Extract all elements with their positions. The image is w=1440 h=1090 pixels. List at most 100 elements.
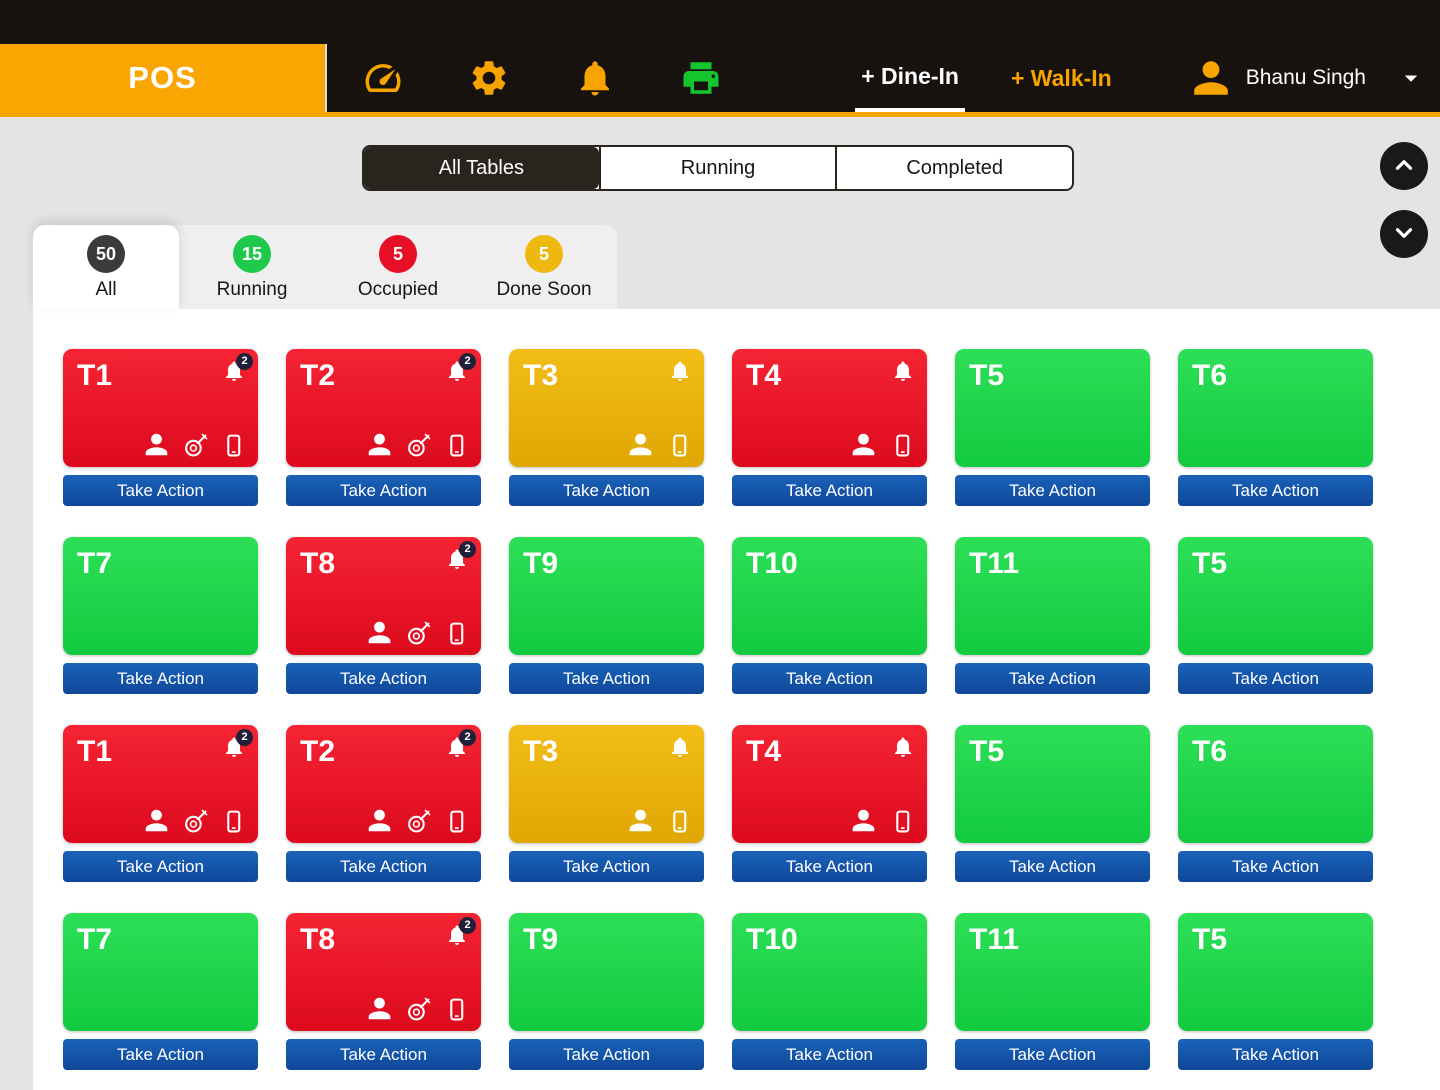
take-action-button[interactable]: Take Action xyxy=(509,1039,704,1070)
take-action-button[interactable]: Take Action xyxy=(63,851,258,882)
table-card[interactable]: T5 xyxy=(955,349,1150,467)
waiter-icon xyxy=(850,431,877,458)
table-card[interactable]: T9 xyxy=(509,913,704,1031)
take-action-button[interactable]: Take Action xyxy=(1178,1039,1373,1070)
table-name: T3 xyxy=(523,359,559,392)
phone-icon xyxy=(221,809,246,834)
take-action-button[interactable]: Take Action xyxy=(955,1039,1150,1070)
take-action-button[interactable]: Take Action xyxy=(286,663,481,694)
take-action-button[interactable]: Take Action xyxy=(732,475,927,506)
table-card[interactable]: T4 xyxy=(732,349,927,467)
table-card[interactable]: T1 2 xyxy=(63,725,258,843)
filter-strip: 50 All 15 Running 5 Occupied 5 Done Soon xyxy=(33,225,617,309)
settings-gear-icon[interactable] xyxy=(468,57,510,99)
take-action-button[interactable]: Take Action xyxy=(509,475,704,506)
card-icons xyxy=(627,431,692,458)
take-action-button[interactable]: Take Action xyxy=(286,475,481,506)
bell-count-badge: 2 xyxy=(236,353,253,370)
table-card[interactable]: T3 xyxy=(509,725,704,843)
table-cell: T3 Take Action xyxy=(509,349,704,506)
dine-in-button[interactable]: + Dine-In xyxy=(855,44,965,112)
filter-chip-all[interactable]: 50 All xyxy=(33,225,179,309)
table-card[interactable]: T7 xyxy=(63,537,258,655)
pos-brand[interactable]: POS xyxy=(0,44,325,112)
bell-count-badge: 2 xyxy=(459,541,476,558)
printer-icon[interactable] xyxy=(680,57,722,99)
table-card[interactable]: T11 xyxy=(955,537,1150,655)
table-name: T5 xyxy=(1192,547,1228,580)
bell-icon xyxy=(891,735,915,759)
user-menu[interactable]: Bhanu Singh xyxy=(1190,57,1426,99)
table-card[interactable]: T10 xyxy=(732,537,927,655)
filter-label: Running xyxy=(216,279,288,300)
table-name: T7 xyxy=(77,923,113,956)
walk-in-button[interactable]: + Walk-In xyxy=(1010,64,1112,91)
table-card[interactable]: T3 xyxy=(509,349,704,467)
table-card[interactable]: T5 xyxy=(1178,913,1373,1031)
table-name: T4 xyxy=(746,735,782,768)
table-name: T11 xyxy=(969,923,1020,956)
table-card[interactable]: T5 xyxy=(955,725,1150,843)
scroll-down-button[interactable] xyxy=(1380,210,1428,258)
take-action-button[interactable]: Take Action xyxy=(63,663,258,694)
bell-count-badge: 2 xyxy=(236,729,253,746)
notifications-bell-icon[interactable] xyxy=(574,57,616,99)
take-action-button[interactable]: Take Action xyxy=(286,851,481,882)
take-action-button[interactable]: Take Action xyxy=(1178,475,1373,506)
take-action-button[interactable]: Take Action xyxy=(63,475,258,506)
card-icons xyxy=(366,431,469,458)
top-bar: POS + Dine-In + Walk-In Bhanu Singh xyxy=(0,0,1440,117)
bell-icon xyxy=(668,735,692,759)
filter-chip-running[interactable]: 15 Running xyxy=(179,225,325,309)
take-action-button[interactable]: Take Action xyxy=(955,475,1150,506)
dashboard-gauge-icon[interactable] xyxy=(362,57,404,99)
table-card[interactable]: T4 xyxy=(732,725,927,843)
table-name: T6 xyxy=(1192,735,1228,768)
table-cell: T6 Take Action xyxy=(1178,349,1373,506)
take-action-button[interactable]: Take Action xyxy=(732,663,927,694)
phone-icon xyxy=(667,809,692,834)
scroll-up-button[interactable] xyxy=(1380,142,1428,190)
table-card[interactable]: T11 xyxy=(955,913,1150,1031)
table-cell: T7 Take Action xyxy=(63,913,258,1070)
dish-icon xyxy=(406,433,431,458)
table-card[interactable]: T8 2 xyxy=(286,913,481,1031)
table-cell: T2 2 Take Action xyxy=(286,725,481,882)
take-action-button[interactable]: Take Action xyxy=(286,1039,481,1070)
take-action-button[interactable]: Take Action xyxy=(509,663,704,694)
table-card[interactable]: T6 xyxy=(1178,349,1373,467)
tab-running[interactable]: Running xyxy=(598,147,836,189)
table-card[interactable]: T1 2 xyxy=(63,349,258,467)
table-card[interactable]: T8 2 xyxy=(286,537,481,655)
table-cell: T2 2 Take Action xyxy=(286,349,481,506)
take-action-button[interactable]: Take Action xyxy=(509,851,704,882)
filter-count-badge: 5 xyxy=(379,235,417,273)
card-icons xyxy=(143,807,246,834)
tab-all-tables[interactable]: All Tables xyxy=(364,147,599,189)
chevron-up-icon xyxy=(1391,152,1417,181)
table-card[interactable]: T6 xyxy=(1178,725,1373,843)
tab-completed[interactable]: Completed xyxy=(835,147,1072,189)
table-name: T8 xyxy=(300,923,336,956)
phone-icon xyxy=(221,433,246,458)
table-card[interactable]: T2 2 xyxy=(286,349,481,467)
table-card[interactable]: T9 xyxy=(509,537,704,655)
table-card[interactable]: T2 2 xyxy=(286,725,481,843)
take-action-button[interactable]: Take Action xyxy=(732,1039,927,1070)
take-action-button[interactable]: Take Action xyxy=(63,1039,258,1070)
card-icons xyxy=(366,619,469,646)
filter-chip-occupied[interactable]: 5 Occupied xyxy=(325,225,471,309)
take-action-button[interactable]: Take Action xyxy=(1178,663,1373,694)
dish-icon xyxy=(406,997,431,1022)
bell-icon: 2 xyxy=(445,729,476,759)
filter-count-badge: 15 xyxy=(233,235,271,273)
table-card[interactable]: T7 xyxy=(63,913,258,1031)
take-action-button[interactable]: Take Action xyxy=(955,663,1150,694)
table-name: T9 xyxy=(523,923,559,956)
take-action-button[interactable]: Take Action xyxy=(732,851,927,882)
take-action-button[interactable]: Take Action xyxy=(955,851,1150,882)
filter-chip-done-soon[interactable]: 5 Done Soon xyxy=(471,225,617,309)
take-action-button[interactable]: Take Action xyxy=(1178,851,1373,882)
table-card[interactable]: T5 xyxy=(1178,537,1373,655)
table-card[interactable]: T10 xyxy=(732,913,927,1031)
